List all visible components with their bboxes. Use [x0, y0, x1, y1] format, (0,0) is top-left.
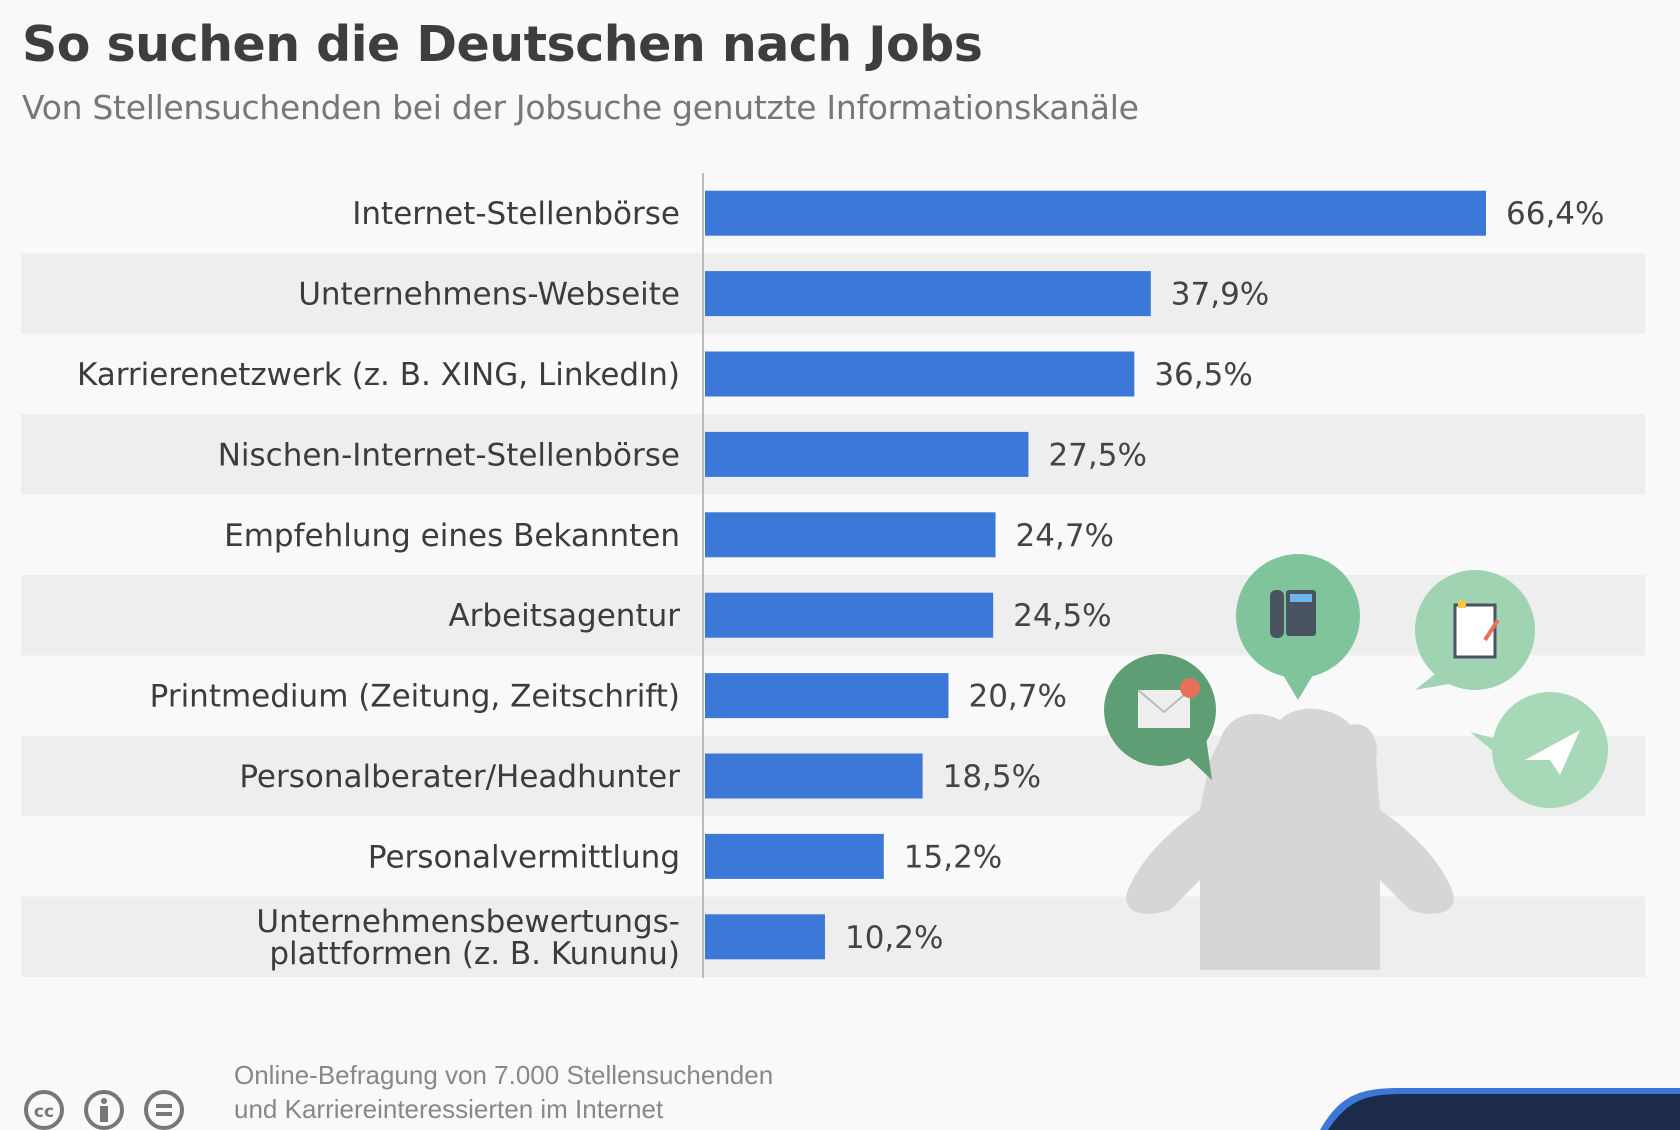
chart-title: So suchen die Deutschen nach Jobs: [22, 16, 983, 73]
bar: [705, 190, 1486, 236]
bar: [705, 914, 825, 960]
category-label: Arbeitsagentur: [448, 598, 680, 634]
category-label-line: Internet-Stellenbörse: [352, 196, 680, 232]
category-label: Empfehlung eines Bekannten: [224, 518, 680, 554]
bar: [705, 833, 884, 879]
license-icons: cc: [24, 1090, 184, 1130]
no-derivatives-icon: [144, 1090, 184, 1130]
bar: [705, 271, 1151, 317]
value-label: 27,5%: [1048, 437, 1146, 473]
category-label: Nischen-Internet-Stellenbörse: [218, 437, 680, 473]
category-label-line: plattformen (z. B. Kununu): [269, 936, 680, 972]
source-line-1: Online-Befragung von 7.000 Stellensuchen…: [234, 1060, 774, 1090]
bar: [705, 351, 1135, 397]
category-label: Personalberater/Headhunter: [239, 759, 680, 795]
chart-subtitle: Von Stellensuchenden bei der Jobsuche ge…: [22, 88, 1139, 127]
category-label: Personalvermittlung: [368, 839, 680, 875]
category-label-line: Personalberater/Headhunter: [239, 759, 680, 795]
bar: [705, 673, 949, 719]
category-label-line: Karrierenetzwerk (z. B. XING, LinkedIn): [77, 357, 680, 393]
value-label: 24,5%: [1013, 598, 1111, 634]
value-label: 37,9%: [1171, 277, 1269, 313]
notepad-bubble-icon: [1415, 570, 1535, 690]
bar: [705, 512, 996, 558]
paper-plane-bubble-icon: [1470, 692, 1608, 808]
bar: [705, 592, 994, 638]
value-label: 24,7%: [1016, 518, 1114, 554]
category-label-line: Empfehlung eines Bekannten: [224, 518, 680, 554]
category-label-line: Printmedium (Zeitung, Zeitschrift): [150, 679, 680, 715]
value-label: 15,2%: [904, 839, 1002, 875]
category-label-line: Nischen-Internet-Stellenbörse: [218, 437, 680, 473]
value-label: 66,4%: [1506, 196, 1604, 232]
source-note: Online-Befragung von 7.000 Stellensuchen…: [234, 1058, 773, 1126]
category-label: Printmedium (Zeitung, Zeitschrift): [150, 679, 680, 715]
category-label: Unternehmensbewertungs-plattformen (z. B…: [256, 904, 680, 972]
bar: [705, 431, 1029, 477]
value-label: 18,5%: [943, 759, 1041, 795]
category-label-line: Arbeitsagentur: [448, 598, 680, 634]
category-label-line: Unternehmens-Webseite: [298, 277, 680, 313]
category-label-line: Unternehmensbewertungs-: [256, 904, 680, 940]
statista-logo: [1320, 1088, 1680, 1130]
svg-text:cc: cc: [34, 1102, 54, 1122]
bar: [705, 753, 923, 799]
job-search-illustration: [1104, 554, 1608, 970]
mail-bubble-icon: [1104, 654, 1216, 780]
value-label: 10,2%: [845, 920, 943, 956]
category-label: Karrierenetzwerk (z. B. XING, LinkedIn): [77, 357, 680, 393]
value-label: 36,5%: [1154, 357, 1252, 393]
category-label: Unternehmens-Webseite: [298, 277, 680, 313]
phone-bubble-icon: [1236, 554, 1360, 700]
value-label: 20,7%: [968, 679, 1066, 715]
category-label: Internet-Stellenbörse: [352, 196, 680, 232]
source-line-2: und Karriereinteressierten im Internet: [234, 1094, 664, 1124]
cc-license-icon: cc: [24, 1090, 64, 1130]
category-label-line: Personalvermittlung: [368, 839, 680, 875]
attribution-icon: [84, 1090, 124, 1130]
